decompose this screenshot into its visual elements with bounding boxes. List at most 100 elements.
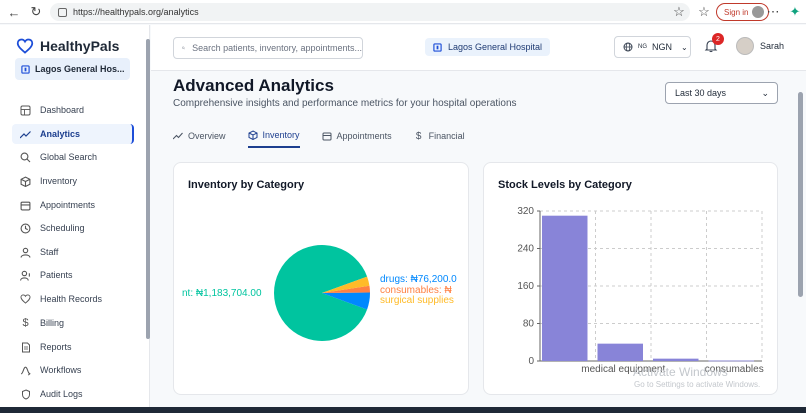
chevron-down-icon: ⌄ [761,87,769,98]
calendar-icon [20,200,31,211]
copilot-icon[interactable]: ✦ [789,4,801,19]
sidebar-item-global-search[interactable]: Global Search [12,147,134,167]
tab-appointments[interactable]: Appointments [322,124,392,148]
document-icon [20,342,31,353]
user-menu[interactable]: Sarah [736,37,784,55]
tab-appointments-label: Appointments [336,131,392,141]
sidebar-item-reports[interactable]: Reports [12,337,134,357]
pie-label-drugs: drugs: ₦76,200.0 [380,274,457,285]
sidebar-item-analytics[interactable]: Analytics [12,124,134,144]
shield-icon [20,388,31,400]
activate-windows-hint: Go to Settings to activate Windows. [634,380,761,389]
bookmark-star-icon[interactable]: ☆ [673,4,685,19]
browser-toolbar: ← ↻ https://healthypals.org/analytics ☆ … [0,0,806,24]
user-avatar [736,37,754,55]
grid-icon [20,105,31,116]
date-range-select[interactable]: Last 30 days ⌄ [665,82,778,104]
analytics-tabs: Overview Inventory Appointments $ Financ… [173,124,487,148]
tab-inventory-label: Inventory [262,130,300,140]
site-info-icon[interactable] [58,7,67,17]
sidebar-item-workflows[interactable]: Workflows [12,360,134,380]
trend-icon [20,129,31,140]
global-search-input[interactable]: Search patients, inventory, appointments… [173,37,363,59]
back-icon[interactable]: ← [7,4,21,20]
inventory-pie-chart: nt: ₦1,183,704.00 drugs: ₦76,200.0consuma… [182,245,457,342]
date-range-value: Last 30 days [675,88,727,98]
workflow-icon [20,365,31,376]
pie-chart-title: Inventory by Category [188,179,305,191]
pie-label-consumables: consumables: ₦ [380,285,452,296]
activate-windows-watermark: Activate Windows [633,365,728,379]
currency-selector[interactable]: NG NGN ⌄ [614,36,691,58]
sidebar-item-inventory[interactable]: Inventory [12,171,134,191]
patient-icon [20,270,31,281]
sidebar-item-label: Appointments [40,200,96,210]
bar[interactable] [542,215,588,361]
browser-signin-button[interactable]: Sign in [716,3,770,21]
pie-slice-consumables[interactable] [322,285,370,293]
sidebar-item-audit-logs[interactable]: Audit Logs [12,384,134,404]
notification-count-badge: 2 [712,33,724,45]
favorites-icon[interactable]: ☆ [698,4,710,19]
pie-label-surgical-supplies: surgical supplies [380,295,454,306]
inventory-by-category-card: Inventory by Category nt: ₦1,183,704.00 d… [173,162,469,395]
box-icon [248,130,258,140]
search-placeholder: Search patients, inventory, appointments… [192,43,362,53]
page-title: Advanced Analytics [173,76,334,95]
bar[interactable] [597,343,644,361]
sidebar-item-dashboard[interactable]: Dashboard [12,100,134,120]
pie-label-medical-equipment: nt: ₦1,183,704.00 [182,288,262,299]
sidebar-item-label: Patients [40,270,73,280]
y-tick-label: 240 [517,244,534,255]
top-header: Search patients, inventory, appointments… [151,25,806,71]
sidebar-item-billing[interactable]: $ Billing [12,313,134,333]
sidebar-item-health-records[interactable]: Health Records [12,289,134,309]
address-bar[interactable]: https://healthypals.org/analytics [50,3,690,21]
tab-financial[interactable]: $ Financial [414,124,465,148]
bar[interactable] [653,358,699,361]
dollar-icon: $ [415,130,422,142]
page-subtitle: Comprehensive insights and performance m… [173,98,517,109]
tab-financial-label: Financial [428,131,465,141]
dollar-icon: $ [22,317,29,329]
hospital-selector-label: Lagos General Hos... [35,64,125,74]
sidebar-item-label: Dashboard [40,105,85,115]
bar[interactable] [708,360,755,362]
heart-icon [20,294,31,305]
sidebar-item-label: Scheduling [40,223,85,233]
y-tick-label: 320 [517,206,534,217]
notifications-button[interactable]: 2 [704,33,724,53]
y-tick-label: 0 [528,356,534,367]
heart-logo-icon [16,38,34,54]
pie-slice-drugs[interactable] [322,292,370,310]
hospital-selector[interactable]: Lagos General Hos... [15,58,130,80]
sidebar-item-label: Staff [40,247,59,257]
more-menu-icon[interactable]: ⋯ [766,4,780,19]
sidebar-item-label: Global Search [40,152,98,162]
currency-flag: NG [638,44,647,50]
brand-name: HealthyPals [40,38,120,54]
sidebar-item-staff[interactable]: Staff [12,242,134,262]
sidebar-item-scheduling[interactable]: Scheduling [12,218,134,238]
main-scrollbar[interactable] [798,92,803,297]
reload-icon[interactable]: ↻ [30,4,42,19]
hospital-icon [433,42,442,52]
sidebar-item-label: Health Records [40,294,103,304]
staff-icon [20,247,31,258]
tab-inventory[interactable]: Inventory [247,124,300,148]
search-icon [20,152,31,163]
globe-icon [623,42,633,52]
hospital-icon [21,64,30,74]
pie-slice-medical-equipment[interactable] [274,245,368,342]
sidebar-scrollbar[interactable] [146,39,150,339]
pie-slice-surgical-supplies[interactable] [322,276,370,293]
sidebar-item-appointments[interactable]: Appointments [12,195,134,215]
sidebar-item-patients[interactable]: Patients [12,265,134,285]
profile-avatar [752,6,765,18]
brand[interactable]: HealthyPals [16,38,119,54]
box-icon [20,175,31,187]
bar-chart-title: Stock Levels by Category [498,179,632,191]
sidebar: HealthyPals Lagos General Hos... Dashboa… [0,25,150,413]
tab-overview[interactable]: Overview [173,124,226,148]
stock-bar-chart: 320 240 160 80 0 medical equipment consumables [517,206,763,375]
